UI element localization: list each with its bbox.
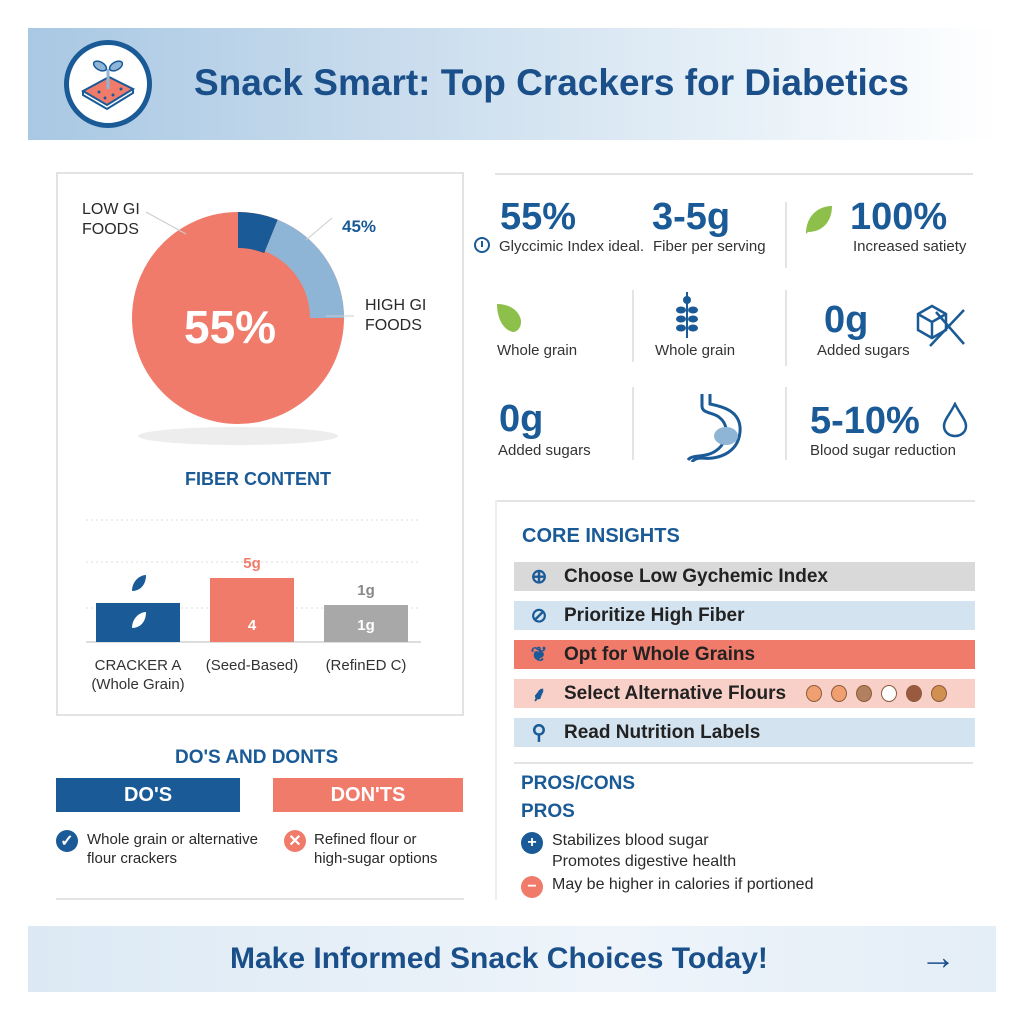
leader-line xyxy=(305,217,333,241)
donts-header: DON'TS xyxy=(273,778,463,812)
insight-label: Read Nutrition Labels xyxy=(564,721,761,743)
insight-label: Prioritize High Fiber xyxy=(564,604,745,626)
header-banner: Snack Smart: Top Crackers for Diabetics xyxy=(28,28,1000,140)
pie-label-low-gi: LOW GI FOODS xyxy=(82,201,140,238)
bar-category-label: (Seed-Based) xyxy=(206,657,299,674)
bar xyxy=(324,605,408,642)
leaf-circle-icon: ⊘ xyxy=(530,605,548,627)
divider xyxy=(495,173,973,175)
minus-icon: − xyxy=(521,876,543,898)
flour-icon xyxy=(931,685,948,702)
bar-category-label: CRACKER A xyxy=(95,657,182,674)
pie-chart xyxy=(132,211,354,445)
pie-slice-accent xyxy=(238,212,278,254)
stat-label: Whole grain xyxy=(497,342,578,359)
divider xyxy=(495,500,975,502)
divider xyxy=(785,202,787,268)
pros-cons-title: PROS/CONS xyxy=(521,773,636,794)
divider xyxy=(785,290,787,366)
bar-inner-label: 1g xyxy=(357,617,375,634)
stat-label: Increased satiety xyxy=(853,238,967,255)
divider xyxy=(495,500,497,900)
stat-value: 55% xyxy=(500,196,577,238)
stat-value: 0g xyxy=(824,299,869,341)
pie-label-high-gi: HIGH GI FOODS xyxy=(365,297,427,334)
bar-chart: CRACKER A (Whole Grain) 5g 4 (Seed-Based) 1g 1… xyxy=(86,519,421,693)
plus-icon: + xyxy=(521,832,543,854)
bar-inner-label: 4 xyxy=(248,617,257,634)
stat-label: Whole grain xyxy=(655,342,736,359)
insight-row: ⊘ Prioritize High Fiber xyxy=(514,601,975,630)
divider xyxy=(514,762,973,764)
insight-row: ⊕ Choose Low Gychemic Index xyxy=(514,562,975,591)
insight-row: ❦ Opt for Whole Grains xyxy=(514,640,975,669)
flour-icon xyxy=(806,685,823,702)
pros-list: Stabilizes blood sugar Promotes digestive… xyxy=(552,832,737,870)
pie-shadow xyxy=(138,427,338,445)
x-icon: ✕ xyxy=(284,830,306,852)
dos-header: DO'S xyxy=(56,778,240,812)
drop-icon xyxy=(942,402,968,438)
pie-center-value: 55% xyxy=(184,301,277,353)
cracker-sprout-icon xyxy=(64,40,152,128)
check-icon: ✓ xyxy=(56,830,78,852)
do-item: Whole grain or alternative flour crackers xyxy=(87,831,258,867)
divider xyxy=(56,898,464,900)
insight-row: ⸙ Select Alternative Flours xyxy=(514,679,975,708)
bar-value-label: 5g xyxy=(243,555,261,572)
leader-line xyxy=(145,211,187,235)
leaf-icon xyxy=(806,206,832,234)
bar xyxy=(210,578,294,642)
insights-title: CORE INSIGHTS xyxy=(522,525,680,547)
flour-icon xyxy=(831,685,848,702)
pros-title: PROS xyxy=(521,801,575,822)
stat-value: 100% xyxy=(850,196,948,238)
dos-donts-title: DO'S AND DONTS xyxy=(175,747,339,768)
leaf-icon xyxy=(497,304,521,332)
stat-label: Blood sugar reduction xyxy=(810,442,956,459)
insight-row: ⚲ Read Nutrition Labels xyxy=(514,718,975,747)
divider xyxy=(785,387,787,460)
pie-slice-high-gi xyxy=(264,219,344,318)
dont-item: Refined flour or high-sugar options xyxy=(314,831,438,867)
leaf-icon xyxy=(132,574,146,591)
flour-icon xyxy=(881,685,898,702)
insight-label: Choose Low Gychemic Index xyxy=(564,565,828,587)
page-title: Snack Smart: Top Crackers for Diabetics xyxy=(194,62,909,103)
alternative-flour-icons xyxy=(806,685,948,702)
stat-value: 0g xyxy=(499,398,544,440)
stat-label: Fiber per serving xyxy=(653,238,766,255)
divider xyxy=(632,290,634,362)
flour-icon xyxy=(906,685,923,702)
bar-category-label: (Whole Grain) xyxy=(91,676,184,693)
arrow-right-icon[interactable]: → xyxy=(920,936,956,977)
arrow-down-circle-icon: ⊕ xyxy=(530,566,548,588)
pie-label-outer-value: 45% xyxy=(342,217,377,236)
pie-caption: FIBER CONTENT xyxy=(185,469,331,489)
stat-label: Added sugars xyxy=(498,442,591,459)
leaf-icon: ❦ xyxy=(530,644,548,666)
insight-label: Select Alternative Flours xyxy=(564,682,787,704)
wheat-icon: ⸙ xyxy=(531,684,547,706)
stomach-icon xyxy=(686,394,742,462)
search-icon: ⚲ xyxy=(531,722,547,744)
wheat-icon xyxy=(676,292,698,338)
insight-label: Opt for Whole Grains xyxy=(564,643,756,665)
bar-value-label: 1g xyxy=(357,582,375,599)
flour-icon xyxy=(856,685,873,702)
stat-label: Glyccimic Index ideal. xyxy=(499,238,645,255)
divider xyxy=(632,387,634,460)
stat-value: 3-5g xyxy=(652,196,731,238)
leaf-icon xyxy=(132,612,146,628)
cta-text: Make Informed Snack Choices Today! xyxy=(230,942,768,975)
bar-category-label: (RefinED C) xyxy=(326,657,407,674)
no-sugar-cube-icon xyxy=(916,304,965,347)
stat-label: Added sugars xyxy=(817,342,910,359)
gauge-icon xyxy=(474,237,490,253)
stat-value: 5-10% xyxy=(810,400,920,442)
cons-item: May be higher in calories if portioned xyxy=(552,876,814,893)
cta-banner[interactable]: Make Informed Snack Choices Today! → xyxy=(28,926,996,992)
